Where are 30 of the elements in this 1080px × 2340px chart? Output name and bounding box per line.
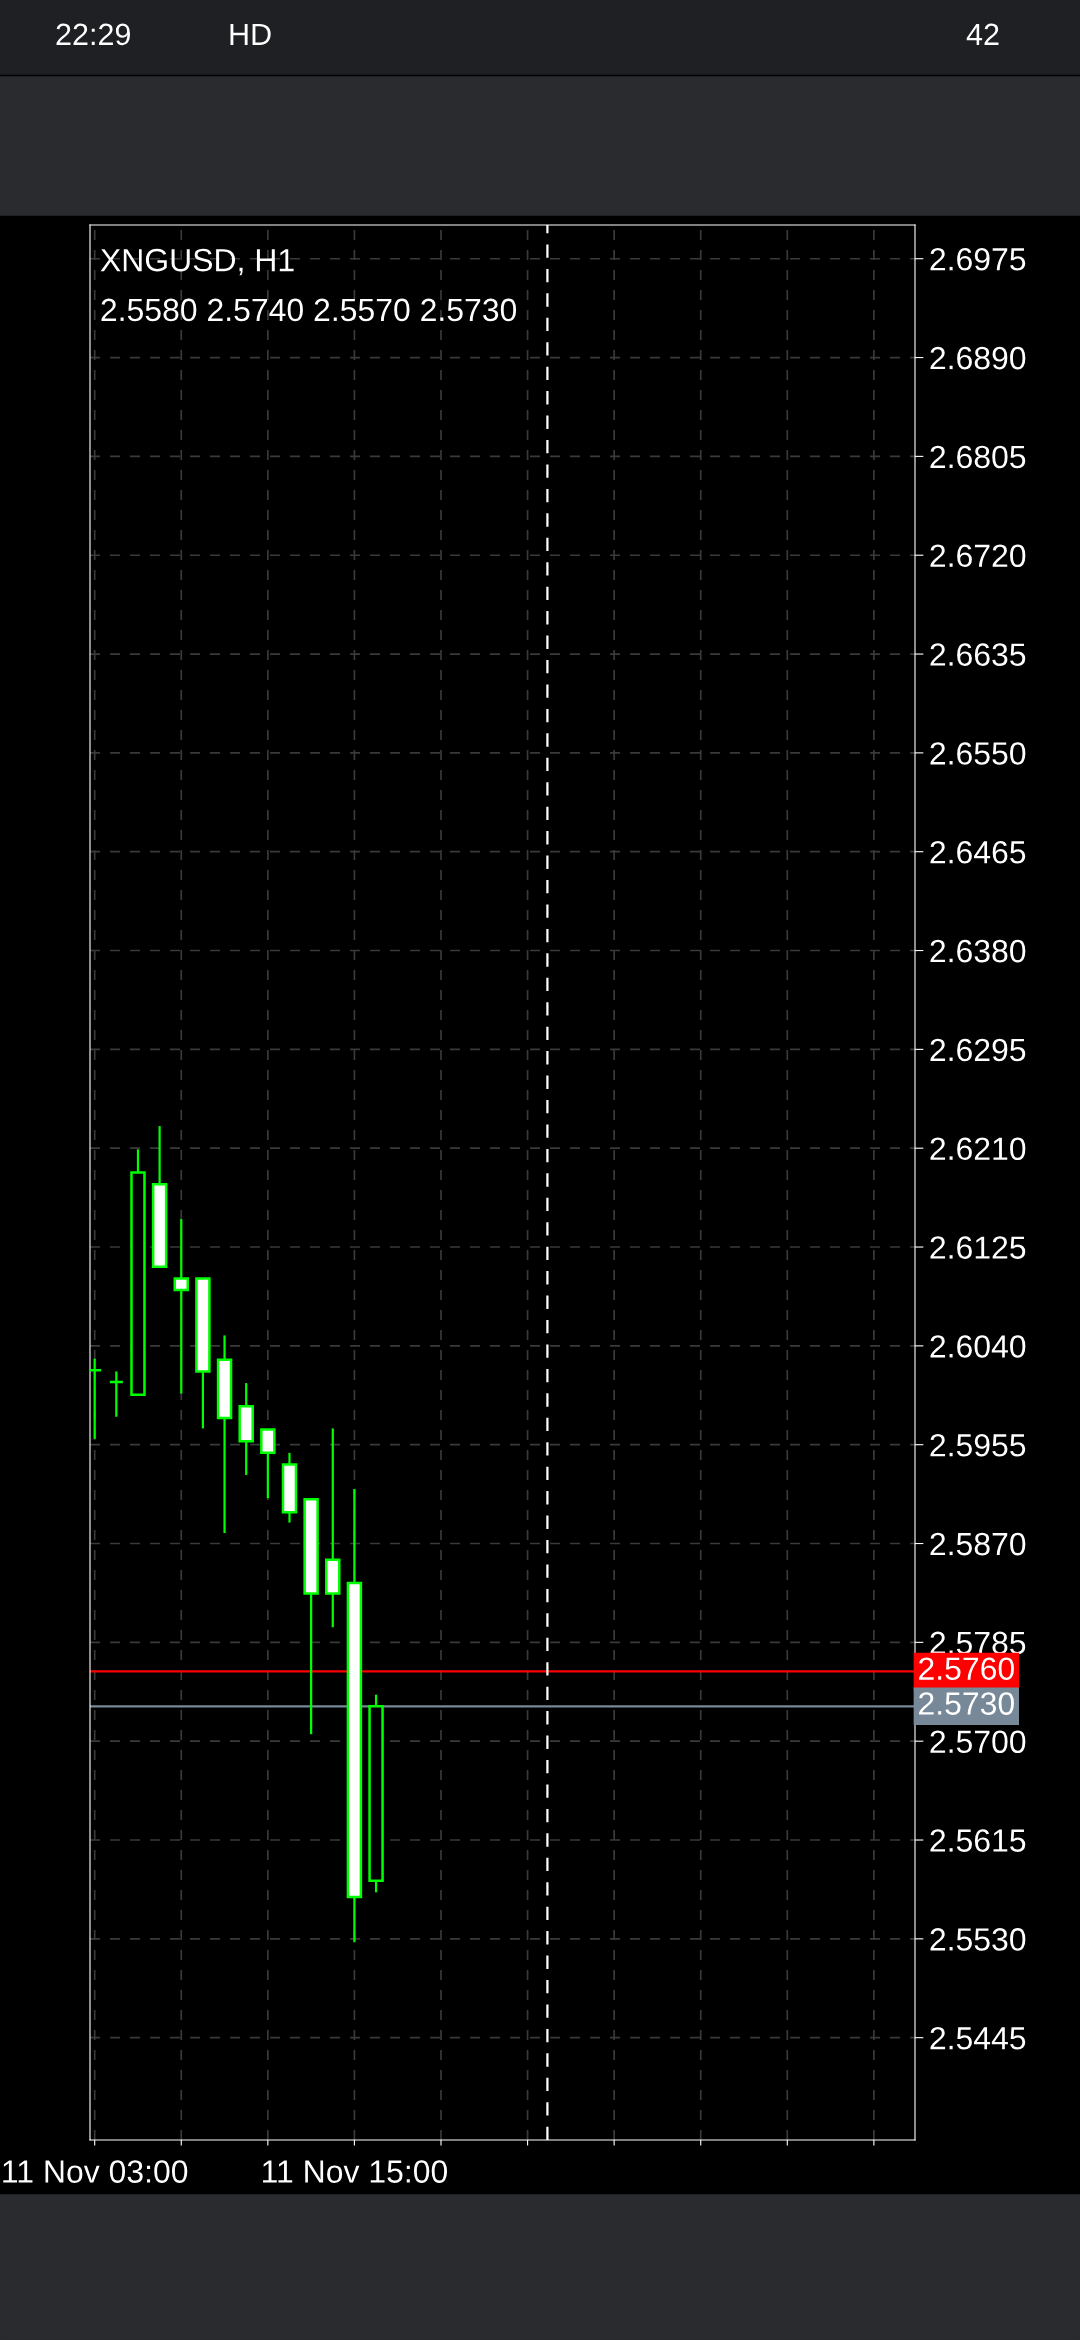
- ref-line-label: 2.5760: [919, 1657, 1014, 1680]
- y-tick-label: 2.6890: [930, 346, 1026, 370]
- y-tick-label: 2.5445: [930, 2026, 1026, 2050]
- y-tick-label: 2.5615: [930, 1829, 1026, 1852]
- ref-line-label: 2.5730: [919, 1692, 1014, 1715]
- text: 42: [966, 23, 999, 45]
- y-tick-label: 2.6380: [930, 939, 1026, 963]
- text: HD: [230, 23, 271, 45]
- x-tick-label: 11 Nov 03:00: [3, 2160, 188, 2183]
- candlestick: [108, 1370, 125, 1418]
- y-tick-label: 2.5530: [930, 1928, 1026, 1951]
- y-tick-label: 2.5870: [930, 1532, 1026, 1556]
- text: XNGUSD, H1: [100, 248, 294, 276]
- y-tick-label: 2.6125: [930, 1236, 1026, 1259]
- text: 22:29: [56, 23, 131, 46]
- candlestick: [173, 1218, 190, 1395]
- y-tick-label: 2.6720: [930, 544, 1026, 568]
- y-tick-label: 2.6465: [930, 840, 1026, 864]
- y-tick-label: 2.6210: [930, 1137, 1026, 1161]
- text: 2.5580 2.5740 2.5570 2.5730: [101, 298, 517, 322]
- y-tick-label: 2.6635: [930, 643, 1026, 666]
- x-tick-label: 11 Nov 15:00: [263, 2160, 448, 2183]
- y-tick-label: 2.5700: [930, 1730, 1026, 1754]
- y-tick-label: 2.6040: [930, 1335, 1026, 1358]
- candlestick: [260, 1428, 276, 1500]
- y-tick-label: 2.6295: [930, 1038, 1026, 1062]
- y-tick-label: 2.6975: [930, 247, 1026, 271]
- y-tick-label: 2.6805: [930, 445, 1026, 469]
- y-tick-label: 2.5955: [930, 1433, 1026, 1457]
- y-tick-label: 2.6550: [930, 742, 1026, 765]
